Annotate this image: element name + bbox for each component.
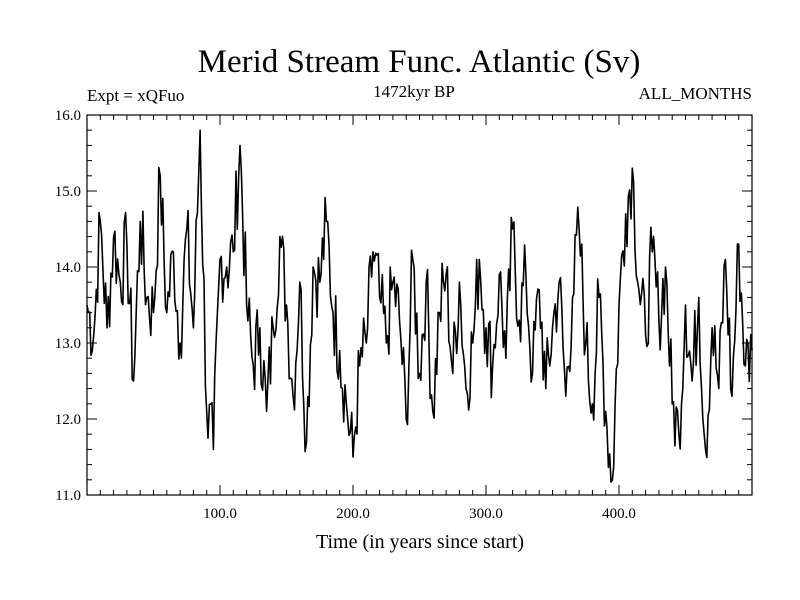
y-tick-label: 15.0	[55, 184, 81, 200]
y-tick-label: 13.0	[55, 336, 81, 352]
chart-title: Merid Stream Func. Atlantic (Sv)	[198, 44, 641, 80]
x-tick-label: 100.0	[203, 506, 237, 522]
y-tick-label: 12.0	[55, 412, 81, 428]
y-tick-label: 14.0	[55, 260, 81, 276]
x-tick-label: 400.0	[602, 506, 636, 522]
period-label: 1472kyr BP	[373, 82, 455, 101]
series-line	[86, 129, 753, 483]
x-tick-label: 200.0	[336, 506, 370, 522]
axis-ticks	[87, 115, 752, 495]
axis-tick-labels: 100.0 200.0 300.0 400.0 11.0 12.0 13.0 14.0 15.0…	[55, 108, 636, 522]
y-tick-label: 11.0	[55, 488, 81, 504]
x-tick-label: 300.0	[469, 506, 503, 522]
plot-frame	[86, 114, 753, 496]
experiment-label: Expt = xQFuo	[87, 86, 184, 105]
y-tick-label: 16.0	[55, 108, 81, 124]
months-label: ALL_MONTHS	[639, 84, 752, 103]
x-axis-label: Time (in years since start)	[316, 531, 524, 553]
